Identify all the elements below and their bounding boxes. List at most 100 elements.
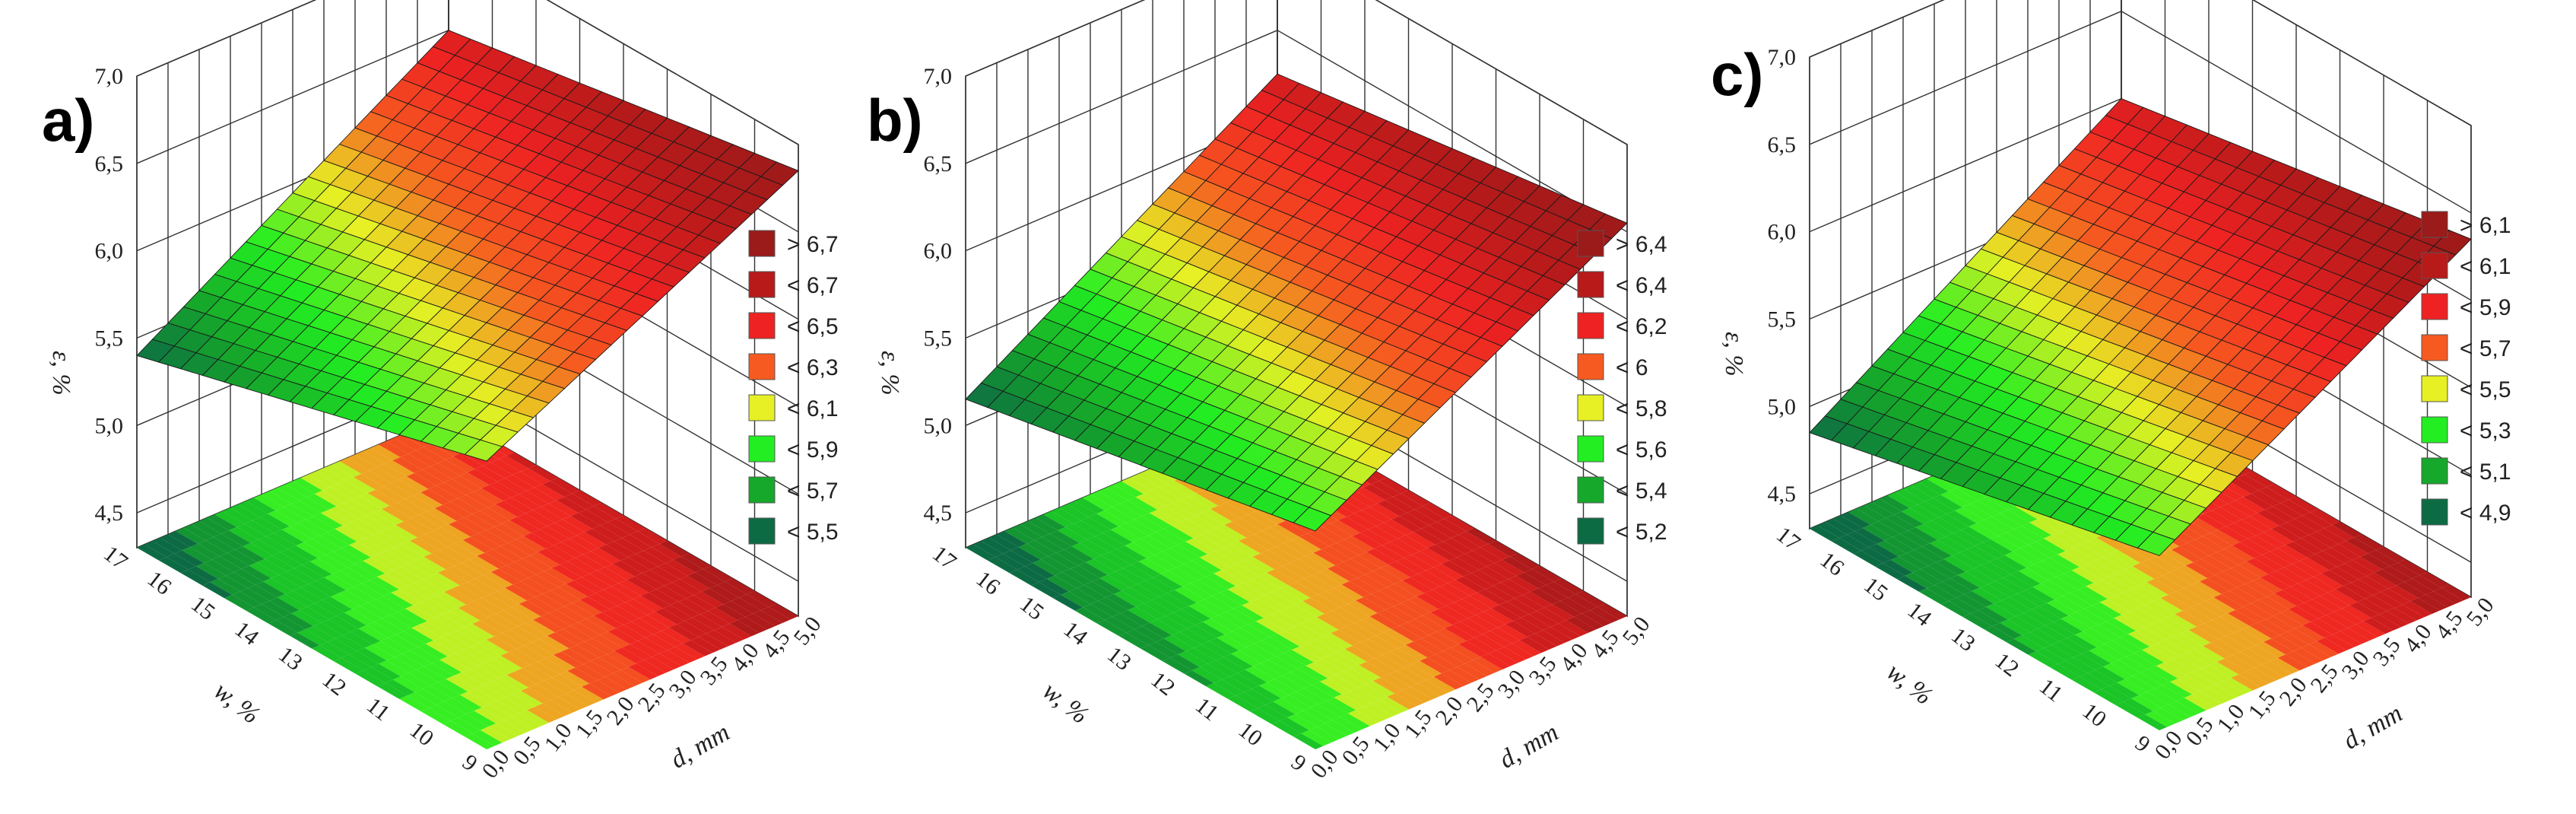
contour-cell — [1934, 581, 1965, 598]
contour-cell — [1908, 527, 1938, 544]
legend-label: < 5,9 — [787, 437, 839, 463]
contour-cell — [1221, 676, 1252, 692]
contour-cell — [550, 477, 580, 494]
contour-cell — [160, 534, 190, 551]
contour-cell — [547, 523, 577, 539]
contour-cell — [2143, 624, 2174, 641]
contour-cell — [1313, 659, 1344, 676]
contour-cell — [2179, 652, 2210, 669]
contour-cell — [400, 563, 430, 580]
contour-cell — [204, 559, 234, 576]
contour-cell — [434, 504, 465, 521]
contour-cell — [380, 638, 411, 654]
contour-cell — [2064, 570, 2094, 587]
contour-cell — [2352, 556, 2382, 573]
contour-cell — [516, 536, 546, 552]
contour-cell — [2254, 664, 2284, 681]
contour-cell — [213, 533, 243, 550]
contour-cell — [2181, 630, 2211, 647]
contour-cell — [268, 510, 298, 526]
contour-cell — [554, 519, 585, 536]
contour-cell — [2093, 579, 2124, 596]
contour-cell — [1293, 624, 1323, 640]
contour-cell — [373, 509, 404, 525]
contour-cell — [275, 616, 306, 633]
contour-cell — [1575, 590, 1606, 607]
contour-cell — [2215, 571, 2245, 588]
contour-cell — [2170, 678, 2200, 695]
contour-cell — [1104, 616, 1134, 633]
contour-cell — [508, 539, 538, 555]
contour-cell — [391, 479, 421, 496]
contour-cell — [604, 673, 635, 690]
contour-cell — [1861, 547, 1891, 564]
contour-cell — [1420, 548, 1449, 564]
contour-cell — [1304, 575, 1334, 592]
contour-cell — [1273, 698, 1303, 714]
contour-cell — [1079, 539, 1109, 556]
contour-cell — [447, 653, 477, 669]
contour-cell — [640, 592, 671, 609]
contour-cell — [291, 500, 321, 517]
contour-cell — [1321, 545, 1351, 562]
contour-cell — [1931, 517, 1961, 533]
contour-cell — [1218, 612, 1248, 628]
contour-cell — [1048, 552, 1078, 569]
contour-cell — [1884, 537, 1915, 554]
contour-cell — [1170, 654, 1200, 671]
contour-cell — [481, 594, 512, 611]
contour-cell — [1223, 653, 1253, 670]
contour-cell — [420, 707, 451, 724]
contour-cell — [397, 498, 427, 515]
contour-cell — [386, 547, 417, 564]
legend-label: < 6,2 — [1616, 314, 1667, 339]
contour-cell — [1223, 544, 1253, 561]
contour-cell — [544, 677, 574, 694]
contour-cell — [341, 545, 371, 561]
contour-cell — [1421, 634, 1451, 651]
contour-cell — [575, 555, 605, 571]
legend-label: < 5,5 — [2460, 377, 2511, 402]
contour-cell — [324, 574, 354, 590]
contour-cell — [2270, 657, 2300, 674]
contour-cell — [966, 544, 995, 561]
contour-cell — [1320, 678, 1350, 695]
contour-cell — [2108, 595, 2137, 612]
contour-cell — [1115, 568, 1145, 584]
contour-cell — [188, 566, 218, 583]
contour-cell — [2109, 573, 2139, 590]
contour-cell — [278, 571, 309, 588]
contour-cell — [1372, 677, 1403, 694]
contour-cell — [349, 650, 379, 667]
contour-cell — [1914, 546, 1944, 563]
contour-cell — [600, 522, 630, 539]
contour-cell — [2213, 593, 2244, 610]
contour-cell — [2402, 601, 2432, 618]
contour-cell — [297, 520, 328, 536]
contour-cell — [2326, 612, 2356, 628]
contour-cell — [488, 723, 518, 739]
contour-cell — [284, 613, 313, 630]
contour-cell — [1954, 507, 1984, 523]
legend-swatch — [2421, 457, 2448, 485]
contour-cell — [1338, 626, 1369, 643]
contour-cell — [1897, 575, 1927, 592]
z-axis: 4,55,05,56,06,57,0ε, % — [47, 64, 123, 526]
contour-cell — [232, 591, 262, 608]
contour-cell — [2282, 587, 2312, 603]
contour-cell — [1383, 519, 1413, 536]
contour-cell — [588, 593, 617, 609]
contour-cell — [467, 469, 497, 485]
contour-cell — [1098, 488, 1128, 504]
contour-cell — [420, 598, 451, 615]
contour-cell — [520, 577, 550, 594]
contour-cell — [524, 642, 554, 659]
contour-cell — [511, 713, 541, 730]
surface-cell — [760, 161, 799, 186]
contour-cell — [404, 628, 433, 644]
legend-label: < 6,5 — [787, 314, 839, 339]
contour-cell — [683, 640, 713, 657]
contour-cell — [512, 691, 543, 707]
contour-cell — [431, 550, 462, 567]
contour-cell — [296, 542, 326, 558]
